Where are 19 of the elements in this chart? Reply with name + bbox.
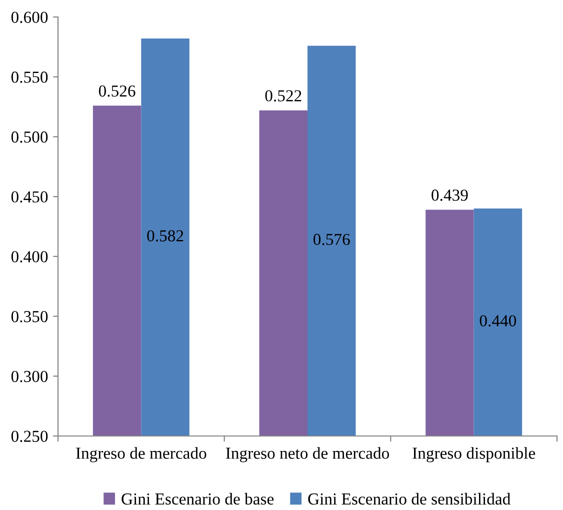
legend-label: Gini Escenario de base (122, 492, 274, 505)
y-tick-label: 0.450 (11, 191, 48, 203)
data-label: 0.522 (265, 90, 302, 102)
y-tick-label: 0.350 (11, 310, 48, 322)
x-tick-label: Ingreso disponible (412, 447, 536, 462)
data-label: 0.582 (147, 230, 184, 242)
y-tick-label: 0.300 (11, 370, 48, 382)
y-tick-label: 0.250 (11, 430, 48, 442)
y-tick-label: 0.400 (11, 251, 48, 262)
data-label: 0.439 (432, 190, 468, 201)
y-tick-label: 0.500 (11, 131, 48, 143)
y-tick-label: 0.600 (11, 12, 48, 24)
x-tick-label: Ingreso de mercado (76, 447, 206, 462)
legend-label: Gini Escenario de sensibilidad (308, 492, 510, 505)
y-tick-label: 0.550 (11, 72, 48, 83)
x-tick-label: Ingreso neto de mercado (226, 447, 390, 462)
data-label: 0.576 (314, 234, 350, 246)
data-label: 0.440 (480, 315, 516, 327)
data-label: 0.526 (98, 85, 136, 97)
